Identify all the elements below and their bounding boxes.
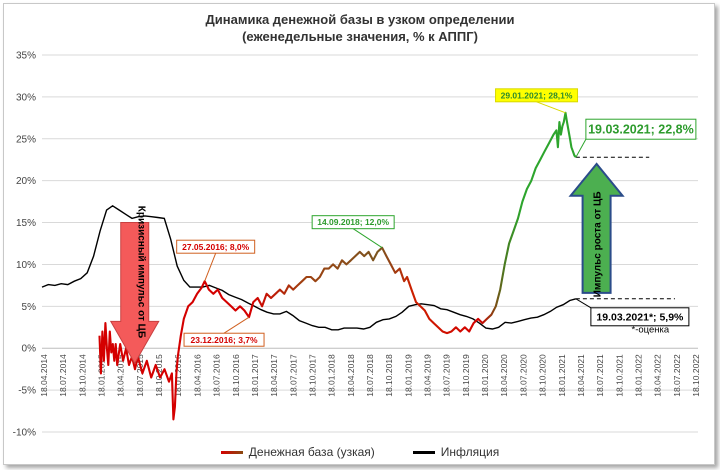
x-tick-label: 18.04.2022: [653, 354, 663, 397]
annotation-label: 19.03.2021*; 5,9%: [596, 312, 684, 324]
x-tick-label: 18.10.2014: [77, 354, 87, 397]
x-tick-label: 18.07.2022: [672, 354, 682, 397]
x-tick-label: 18.01.2018: [327, 354, 337, 397]
x-tick-label: 18.10.2021: [614, 354, 624, 397]
growth-arrow-label: Импульс роста от ЦБ: [593, 191, 604, 297]
x-tick-label: 18.10.2017: [307, 354, 317, 397]
y-tick-label: 0%: [22, 344, 37, 355]
annotation-box: [183, 332, 265, 347]
legend-label-inflation: Инфляция: [440, 445, 500, 459]
annotation-label: 27.05.2016; 8,0%: [182, 242, 250, 252]
annotation-leader: [575, 298, 592, 309]
x-tick-label: 18.01.2022: [633, 354, 643, 397]
x-tick-label: 18.07.2018: [365, 354, 375, 397]
legend-swatch-inflation: [412, 450, 435, 454]
y-tick-label: 30%: [16, 92, 36, 103]
footnote: *-оценка: [632, 324, 670, 335]
growth-arrow: [568, 162, 625, 294]
chart-subtitle: (еженедельные значения, % к АППГ): [242, 29, 478, 44]
x-tick-label: 18.04.2016: [192, 354, 202, 397]
x-tick-label: 18.01.2019: [403, 354, 413, 397]
annotation-leader: [575, 138, 587, 158]
x-tick-label: 18.07.2021: [595, 354, 605, 397]
x-tick-label: 18.04.2019: [423, 354, 433, 397]
annotation-label: 23.12.2016; 3,7%: [190, 335, 258, 345]
x-tick-label: 18.10.2019: [461, 354, 471, 397]
x-tick-label: 18.01.2021: [557, 354, 567, 397]
x-tick-label: 18.01.2017: [250, 354, 260, 397]
x-tick-label: 18.07.2016: [212, 354, 222, 397]
annotation-box: [495, 88, 579, 103]
annotation-box: [590, 307, 690, 327]
crisis-arrow: [109, 222, 160, 365]
x-tick-label: 18.10.2020: [538, 354, 548, 397]
x-tick-label: 18.04.2015: [116, 354, 126, 397]
x-tick-label: 18.10.2016: [231, 354, 241, 397]
y-tick-label: 20%: [16, 176, 36, 187]
x-tick-label: 18.01.2016: [173, 354, 183, 397]
x-tick-label: 18.07.2020: [518, 354, 528, 397]
legend-label-money-base: Денежная база (узкая): [248, 445, 375, 459]
x-tick-label: 18.04.2020: [499, 354, 509, 397]
y-tick-label: -5%: [18, 386, 36, 397]
x-tick-label: 18.04.2017: [269, 354, 279, 397]
series-line-money-base: [98, 111, 577, 421]
legend-swatch-money-base: [220, 450, 243, 454]
y-tick-label: 15%: [16, 218, 36, 229]
annotation-label: 14.09.2018; 12,0%: [317, 217, 389, 227]
annotation-label: 19.03.2021; 22,8%: [588, 123, 694, 137]
annotation-leader: [223, 316, 250, 334]
x-tick-label: 18.07.2015: [135, 354, 145, 397]
x-tick-label: 18.04.2021: [576, 354, 586, 397]
x-tick-label: 18.07.2014: [58, 354, 68, 397]
y-tick-label: -10%: [13, 428, 36, 439]
y-tick-label: 10%: [16, 260, 36, 271]
series-line-inflation: [41, 204, 577, 331]
annotation-leader: [536, 101, 566, 114]
annotation-box: [176, 239, 256, 254]
x-tick-label: 18.01.2015: [97, 354, 107, 397]
y-tick-label: 5%: [22, 302, 37, 313]
y-tick-label: 35%: [16, 51, 36, 62]
annotation-box: [585, 118, 697, 140]
legend-item-inflation: Инфляция: [412, 445, 500, 459]
x-tick-label: 18.04.2014: [39, 354, 49, 397]
annotation-leader: [352, 228, 383, 249]
x-tick-label: 18.10.2022: [691, 354, 701, 397]
crisis-arrow-label: Кризисный импульс от ЦБ: [136, 206, 147, 338]
x-tick-label: 18.10.2018: [384, 354, 394, 397]
annotation-leader: [204, 253, 217, 282]
y-tick-label: 25%: [16, 134, 36, 145]
legend-item-money-base: Денежная база (узкая): [220, 445, 375, 459]
x-tick-label: 18.01.2020: [480, 354, 490, 397]
x-tick-label: 18.04.2018: [346, 354, 356, 397]
annotation-label: 29.01.2021; 28,1%: [501, 90, 573, 100]
x-tick-label: 18.07.2019: [442, 354, 452, 397]
annotation-box: [311, 215, 395, 230]
chart-legend: Денежная база (узкая) Инфляция: [0, 445, 720, 459]
x-tick-label: 18.07.2017: [288, 354, 298, 397]
chart-title: Динамика денежной базы в узком определен…: [205, 12, 515, 27]
